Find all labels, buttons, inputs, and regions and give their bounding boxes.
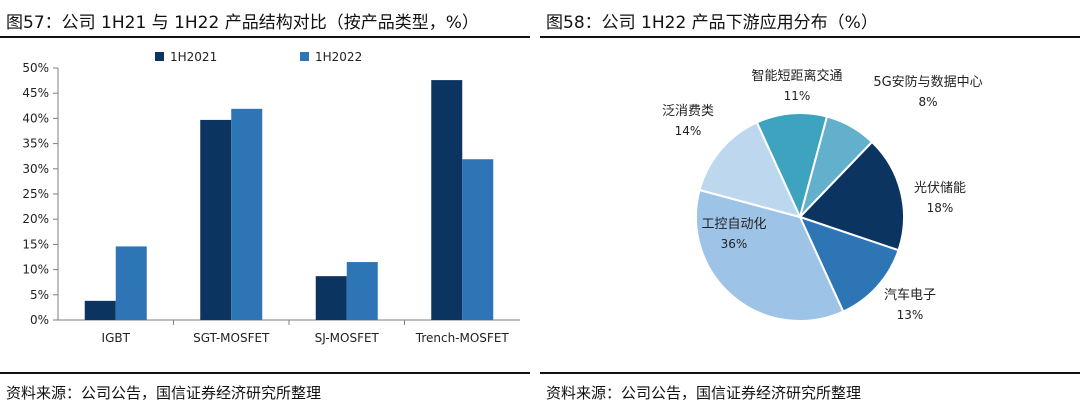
y-tick-label: 0% [30, 313, 49, 327]
pie-value-5G安防与数据中心: 8% [918, 95, 937, 109]
pie-value-光伏储能: 18% [927, 201, 954, 215]
source-rule [0, 372, 530, 374]
y-tick-label: 5% [30, 288, 49, 302]
legend-label-1H2021: 1H2021 [170, 50, 217, 64]
pie-value-工控自动化: 36% [721, 237, 748, 251]
legend-swatch-1H2021 [155, 52, 164, 61]
pie-chart-panel: 图58：公司 1H22 产品下游应用分布（%） 智能短距离交通 11% 5G安防与数… [540, 0, 1080, 411]
pie-label-5G安防与数据中心: 5G安防与数据中心 [873, 74, 982, 90]
pie-value-汽车电子: 13% [897, 308, 924, 322]
bar-1H2021-SGT-MOSFET [200, 119, 232, 320]
pie-slice-汽车电子 [798, 215, 900, 313]
pie-slice-智能短距离交通 [755, 112, 829, 220]
figure-57-source: 资料来源：公司公告，国信证券经济研究所整理 [6, 384, 322, 402]
pie-slice-光伏储能 [798, 140, 905, 252]
pie-label-泛消费类: 泛消费类 [662, 104, 714, 119]
y-tick-label: 10% [22, 263, 49, 277]
y-tick-label: 35% [22, 137, 49, 151]
pie-chart: 智能短距离交通 11% 5G安防与数据中心 8% 光伏储能 18% 汽车电子 13% 工控自动化… [662, 68, 983, 322]
figure-58-source: 资料来源：公司公告，国信证券经济研究所整理 [546, 384, 862, 402]
bar-chart: 0% 5% 10% 15% 20% 25% 30% 35% 40% 45% 50% IGBT SGT-M… [22, 50, 520, 345]
y-tick-label: 25% [22, 187, 49, 201]
bar-1H2022-IGBT [115, 246, 147, 320]
bar-chart-panel: 图57：公司 1H21 与 1H22 产品结构对比（按产品类型，%） 0% 5% 1… [0, 0, 530, 411]
title-rule [0, 36, 530, 38]
title-rule [540, 36, 1080, 38]
figure-58-title: 图58：公司 1H22 产品下游应用分布（%） [546, 13, 878, 33]
bar-1H2022-SJ-MOSFET [346, 262, 378, 320]
y-tick-label: 50% [22, 61, 49, 75]
pie-slice-泛消费类 [698, 121, 802, 219]
y-tick-label: 30% [22, 162, 49, 176]
bar-1H2021-SJ-MOSFET [315, 276, 347, 320]
x-tick-label: SGT-MOSFET [193, 331, 270, 345]
x-tick-label: Trench-MOSFET [415, 331, 510, 345]
pie-label-光伏储能: 光伏储能 [914, 181, 966, 196]
legend-swatch-1H2022 [300, 52, 309, 61]
bar-1H2021-IGBT [84, 300, 116, 320]
pie-value-泛消费类: 14% [675, 124, 702, 138]
x-tick-label: SJ-MOSFET [315, 331, 380, 345]
x-tick-label: IGBT [102, 331, 131, 345]
pie-label-汽车电子: 汽车电子 [884, 287, 936, 303]
pie-value-智能短距离交通: 11% [784, 89, 811, 103]
bar-1H2021-Trench-MOSFET [431, 80, 463, 320]
pie-slice-工控自动化 [695, 188, 845, 322]
y-tick-label: 20% [22, 212, 49, 226]
figure-57-title: 图57：公司 1H21 与 1H22 产品结构对比（按产品类型，%） [6, 13, 479, 33]
y-tick-label: 40% [22, 111, 49, 125]
pie-label-智能短距离交通: 智能短距离交通 [751, 68, 842, 84]
bar-1H2022-SGT-MOSFET [231, 108, 263, 320]
legend-label-1H2022: 1H2022 [315, 50, 362, 64]
y-tick-label: 15% [22, 237, 49, 251]
bar-1H2022-Trench-MOSFET [462, 159, 494, 320]
y-tick-label: 45% [22, 86, 49, 100]
pie-label-工控自动化: 工控自动化 [701, 217, 766, 232]
source-rule [540, 372, 1080, 374]
